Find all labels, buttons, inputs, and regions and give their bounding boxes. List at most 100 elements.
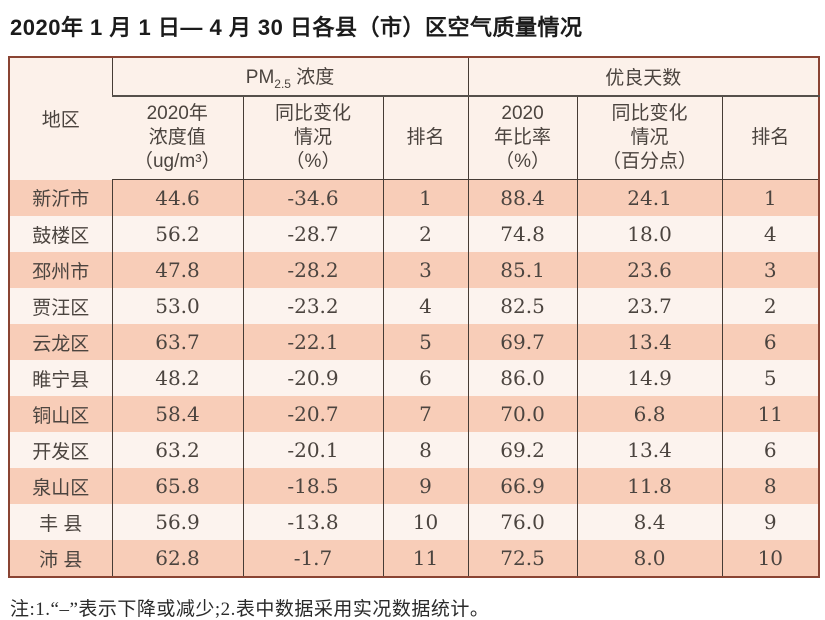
table-row: 开发区 63.2 -20.1 8 69.2 13.4 6 <box>9 432 820 468</box>
column-header-region: 地区 <box>9 57 112 180</box>
cell-good-rank: 3 <box>721 252 820 288</box>
cell-good-rate: 88.4 <box>467 179 578 216</box>
cell-good-rate: 70.0 <box>467 396 578 432</box>
column-header-good-rate: 2020 年比率 （%） <box>467 96 578 180</box>
column-header-pm-rank: 排名 <box>382 96 469 180</box>
cell-pm-rank: 9 <box>382 468 469 504</box>
cell-good-change: 8.4 <box>576 504 723 540</box>
cell-region: 新沂市 <box>9 179 112 216</box>
cell-good-rank: 4 <box>721 216 820 252</box>
cell-good-change: 14.9 <box>576 360 723 396</box>
cell-pm-change: -1.7 <box>242 540 383 577</box>
cell-pm-value: 48.2 <box>111 360 243 396</box>
cell-pm-change: -23.2 <box>242 288 383 324</box>
cell-good-rank: 2 <box>721 288 820 324</box>
cell-region: 沛 县 <box>9 540 112 577</box>
cell-pm-change: -20.7 <box>242 396 383 432</box>
cell-good-rank: 8 <box>721 468 820 504</box>
cell-good-change: 23.6 <box>576 252 723 288</box>
cell-region: 贾汪区 <box>9 288 112 324</box>
column-header-good-change: 同比变化 情况 （百分点） <box>576 96 723 180</box>
cell-pm-rank: 11 <box>382 540 469 577</box>
page-title: 2020年 1 月 1 日— 4 月 30 日各县（市）区空气质量情况 <box>10 15 583 40</box>
cell-pm-rank: 1 <box>382 179 469 216</box>
header-group-row: 地区 PM2.5 浓度 优良天数 <box>9 57 820 180</box>
cell-region: 邳州市 <box>9 252 112 288</box>
cell-pm-change: -34.6 <box>242 179 383 216</box>
table-row: 睢宁县 48.2 -20.9 6 86.0 14.9 5 <box>9 360 820 396</box>
cell-pm-change: -22.1 <box>242 324 383 360</box>
cell-pm-value: 53.0 <box>111 288 243 324</box>
cell-pm-change: -20.1 <box>242 432 383 468</box>
column-header-pm-value: 2020年 浓度值 （ug/m³） <box>112 96 243 180</box>
cell-good-rate: 82.5 <box>467 288 578 324</box>
cell-pm-value: 65.8 <box>111 468 243 504</box>
table-row: 丰 县 56.9 -13.8 10 76.0 8.4 9 <box>9 504 820 540</box>
cell-good-rate: 69.7 <box>467 324 578 360</box>
cell-pm-change: -13.8 <box>242 504 383 540</box>
cell-pm-value: 62.8 <box>111 540 243 577</box>
table-row: 云龙区 63.7 -22.1 5 69.7 13.4 6 <box>9 324 820 360</box>
column-header-good-rank: 排名 <box>721 96 820 180</box>
cell-region: 铜山区 <box>9 396 112 432</box>
table-row: 鼓楼区 56.2 -28.7 2 74.8 18.0 4 <box>9 216 820 252</box>
cell-good-rank: 6 <box>721 324 820 360</box>
cell-pm-value: 58.4 <box>111 396 243 432</box>
cell-good-rate: 86.0 <box>467 360 578 396</box>
cell-good-rate: 74.8 <box>467 216 578 252</box>
table-row: 新沂市 44.6 -34.6 1 88.4 24.1 1 <box>9 179 820 216</box>
cell-region: 鼓楼区 <box>9 216 112 252</box>
table-row: 铜山区 58.4 -20.7 7 70.0 6.8 11 <box>9 396 820 432</box>
cell-good-change: 13.4 <box>576 324 723 360</box>
cell-good-change: 18.0 <box>576 216 723 252</box>
cell-pm-change: -28.2 <box>242 252 383 288</box>
cell-good-rank: 9 <box>721 504 820 540</box>
pm25-rest: 浓度 <box>290 67 335 89</box>
cell-good-rank: 5 <box>721 360 820 396</box>
cell-pm-rank: 4 <box>382 288 469 324</box>
table-body: 新沂市 44.6 -34.6 1 88.4 24.1 1 鼓楼区 56.2 -28.7 2 74.8 1… <box>9 179 820 577</box>
cell-region: 开发区 <box>9 432 112 468</box>
pm25-base: PM <box>245 67 275 89</box>
cell-region: 睢宁县 <box>9 360 112 396</box>
cell-region: 泉山区 <box>9 468 112 504</box>
column-group-pm25: PM2.5 浓度 <box>111 57 469 97</box>
cell-good-rate: 76.0 <box>467 504 578 540</box>
cell-good-rank: 11 <box>721 396 820 432</box>
cell-pm-rank: 6 <box>382 360 469 396</box>
cell-good-rank: 6 <box>721 432 820 468</box>
table-header: 地区 PM2.5 浓度 优良天数 2020年 浓度值 （ug/m³） 同比变化 … <box>9 57 820 180</box>
table-row: 泉山区 65.8 -18.5 9 66.9 11.8 8 <box>9 468 820 504</box>
cell-pm-change: -20.9 <box>242 360 383 396</box>
cell-pm-rank: 3 <box>382 252 469 288</box>
table-row: 贾汪区 53.0 -23.2 4 82.5 23.7 2 <box>9 288 820 324</box>
cell-pm-change: -28.7 <box>242 216 383 252</box>
cell-good-rank: 10 <box>721 540 820 577</box>
cell-region: 丰 县 <box>9 504 112 540</box>
cell-pm-rank: 5 <box>382 324 469 360</box>
cell-pm-rank: 8 <box>382 432 469 468</box>
cell-pm-value: 56.9 <box>111 504 243 540</box>
table-row: 沛 县 62.8 -1.7 11 72.5 8.0 10 <box>9 540 820 577</box>
table-row: 邳州市 47.8 -28.2 3 85.1 23.6 3 <box>9 252 820 288</box>
air-quality-table: 地区 PM2.5 浓度 优良天数 2020年 浓度值 （ug/m³） 同比变化 … <box>8 56 821 578</box>
cell-pm-value: 47.8 <box>111 252 243 288</box>
cell-pm-rank: 2 <box>382 216 469 252</box>
column-group-good-days: 优良天数 <box>467 57 820 97</box>
cell-pm-value: 56.2 <box>111 216 243 252</box>
cell-pm-value: 44.6 <box>111 179 243 216</box>
column-header-pm-change: 同比变化 情况 （%） <box>242 96 383 180</box>
cell-good-rate: 85.1 <box>467 252 578 288</box>
cell-pm-value: 63.2 <box>111 432 243 468</box>
cell-good-rank: 1 <box>721 179 820 216</box>
cell-region: 云龙区 <box>9 324 112 360</box>
header-sub-row: 2020年 浓度值 （ug/m³） 同比变化 情况 （%） 排名 2020 年比… <box>9 96 820 180</box>
cell-good-rate: 72.5 <box>467 540 578 577</box>
cell-good-change: 24.1 <box>576 179 723 216</box>
cell-good-change: 11.8 <box>576 468 723 504</box>
table-footnote: 注:1.“–”表示下降或减少;2.表中数据采用实况数据统计。 <box>10 599 490 620</box>
cell-good-change: 23.7 <box>576 288 723 324</box>
cell-pm-rank: 7 <box>382 396 469 432</box>
cell-pm-rank: 10 <box>382 504 469 540</box>
